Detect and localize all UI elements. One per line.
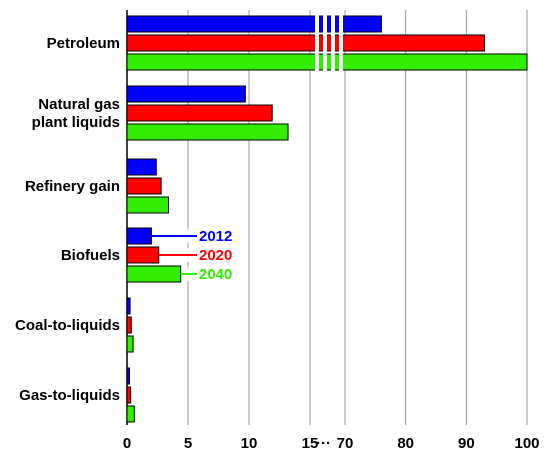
bar-2040-coal-to-liquids (126, 335, 134, 353)
grid-lines (126, 10, 528, 425)
bar-2020-natural-gas-plant-liquids (126, 104, 273, 122)
bar-2040-refinery-gain (126, 196, 169, 214)
break-gap (315, 15, 319, 33)
bar-2020-gas-to-liquids (126, 386, 132, 404)
legend-label-2040: 2040 (199, 266, 232, 283)
bar-2012-refinery-gain (126, 158, 157, 176)
break-gap (315, 53, 319, 71)
bar-2040-biofuels (126, 265, 182, 283)
x-tick-10: 10 (241, 435, 258, 452)
break-gap (323, 34, 327, 52)
x-tick-80: 80 (397, 435, 414, 452)
axis-break-markers (315, 15, 343, 71)
break-gap (323, 15, 327, 33)
bar-2020-petroleum (126, 34, 486, 52)
x-tick-100: 100 (514, 435, 539, 452)
bar-2040-gas-to-liquids (126, 405, 135, 423)
bar-2020-coal-to-liquids (126, 316, 132, 334)
category-label-1: Natural gas plant liquids (32, 96, 120, 131)
bar-2012-natural-gas-plant-liquids (126, 85, 246, 103)
category-labels: Petroleum Natural gas plant liquids Refiner… (15, 35, 120, 404)
break-gap (339, 53, 343, 71)
category-label-4: Coal-to-liquids (15, 317, 120, 334)
bar-2020-refinery-gain (126, 177, 162, 195)
bar-2012-petroleum (126, 15, 382, 33)
bar-2020-biofuels (126, 246, 160, 264)
bar-2012-coal-to-liquids (126, 297, 131, 315)
bars (126, 15, 528, 423)
legend: 2012 2020 2040 (151, 228, 232, 283)
category-label-2: Refinery gain (25, 178, 120, 195)
legend-label-2012: 2012 (199, 228, 232, 245)
bar-2040-natural-gas-plant-liquids (126, 123, 289, 141)
break-gap (331, 15, 335, 33)
category-label-3: Biofuels (61, 247, 120, 264)
break-gap (339, 34, 343, 52)
break-gap (323, 53, 327, 71)
break-gap (331, 34, 335, 52)
break-gap (339, 15, 343, 33)
break-gap (315, 34, 319, 52)
bar-2012-biofuels (126, 227, 152, 245)
x-tick-labels: 0 5 10 15 70 80 90 100 ··· (123, 435, 540, 452)
x-tick-0: 0 (123, 435, 131, 452)
x-tick-70: 70 (337, 435, 354, 452)
break-gap (331, 53, 335, 71)
category-label-5: Gas-to-liquids (19, 387, 120, 404)
bar-2012-gas-to-liquids (126, 367, 130, 385)
category-label-0: Petroleum (47, 35, 120, 52)
x-tick-5: 5 (184, 435, 192, 452)
legend-label-2020: 2020 (199, 247, 232, 264)
axis-break-dots: ··· (316, 435, 331, 452)
x-tick-90: 90 (458, 435, 475, 452)
x-tick-15: 15 (302, 435, 319, 452)
